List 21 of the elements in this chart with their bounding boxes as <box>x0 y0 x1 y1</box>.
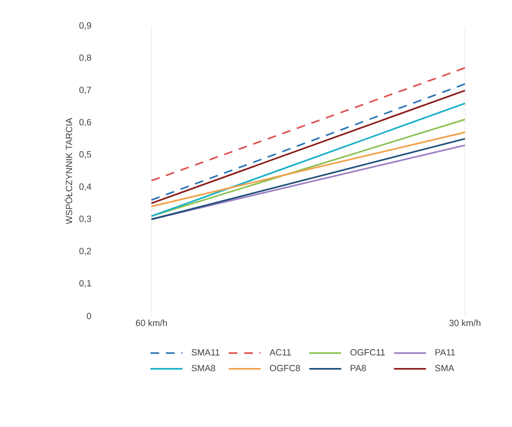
x-tick-label: 60 km/h <box>136 320 167 326</box>
y-tick-label: 0,8 <box>79 54 92 62</box>
y-tick-label: 0,5 <box>79 151 92 159</box>
y-tick-label: 0 <box>86 312 92 320</box>
y-tick-label: 0,9 <box>79 22 92 30</box>
y-tick-label: 0,4 <box>79 183 92 191</box>
legend-label: AC11 <box>270 349 291 356</box>
y-axis-title: WSPÓŁCZYNNIK TARCIA <box>64 118 72 224</box>
x-tick-label: 30 km/h <box>449 320 480 326</box>
legend-label: OGFC11 <box>350 349 385 356</box>
y-tick-label: 0,2 <box>79 248 92 256</box>
legend-label: SMA11 <box>192 349 220 356</box>
legend-label: OGFC8 <box>270 364 300 372</box>
y-tick-label: 0,3 <box>79 216 92 224</box>
legend-label: SMA <box>435 364 454 372</box>
legend-label: SMA8 <box>192 364 216 372</box>
y-tick-label: 0,1 <box>79 280 92 288</box>
y-tick-label: 0,7 <box>79 86 92 94</box>
legend-label: PA11 <box>436 349 455 356</box>
y-tick-label: 0,6 <box>79 118 92 126</box>
legend-label: PA8 <box>350 364 366 372</box>
